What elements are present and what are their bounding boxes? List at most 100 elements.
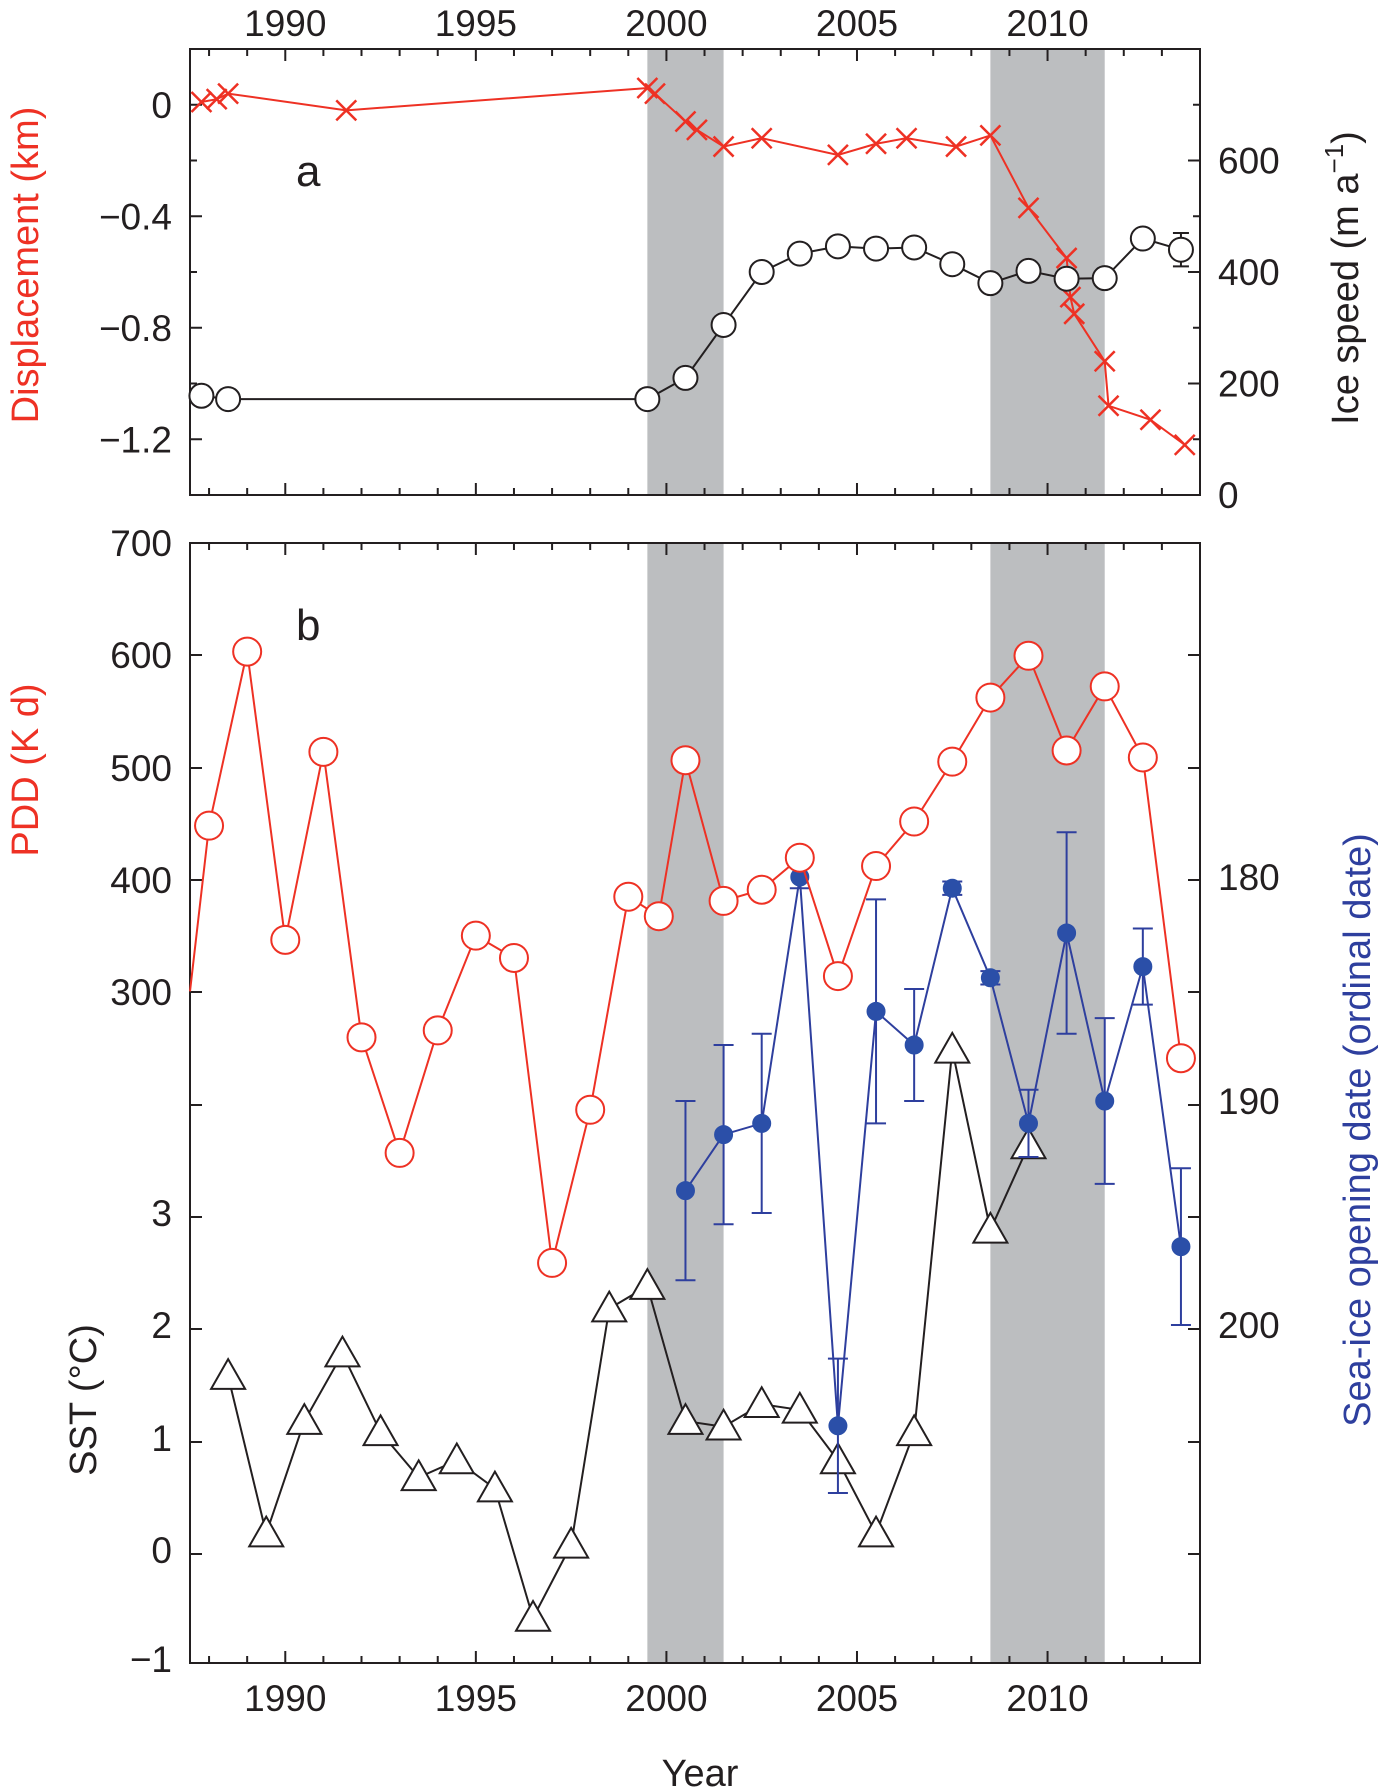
sst-tick-label-0: 3 — [151, 1193, 172, 1234]
pdd-point-6 — [384, 1137, 415, 1168]
displacement-point-18 — [1063, 302, 1086, 325]
panel-a-ticks: 1990 1995 2000 2005 2010 0 −0.4 −0.8 −1.2 0 200 400… — [99, 3, 1280, 516]
panel-a-xtick-label-1990: 1990 — [244, 3, 326, 44]
sst-point-0 — [209, 1357, 247, 1390]
sea-ice-line — [684, 876, 1182, 1426]
panel-a-left-tick-label-1: −0.4 — [99, 196, 172, 237]
sst-tick-label-2: 1 — [151, 1418, 172, 1459]
sst-point-8 — [514, 1598, 552, 1632]
pdd-point-1 — [194, 810, 225, 841]
pdd-point-26 — [1127, 742, 1158, 773]
panel-b-xtick-label-1990: 1990 — [244, 1678, 326, 1719]
pdd-point-15 — [708, 885, 739, 916]
sst-point-14 — [742, 1385, 781, 1418]
displacement-point-14 — [979, 124, 1002, 147]
sea-ice-point-10 — [1057, 923, 1077, 943]
displacement-point-10 — [827, 144, 849, 166]
sst-point-13 — [704, 1407, 743, 1441]
sst-line — [227, 1049, 1030, 1621]
sst-point-6 — [438, 1441, 476, 1475]
sst-point-5 — [399, 1458, 438, 1492]
panel-a-shade-1 — [990, 49, 1105, 495]
sea-ice-point-1 — [714, 1125, 734, 1145]
panel-b-xtick-label-1995: 1995 — [435, 1678, 517, 1719]
panel-b-shade-1 — [990, 543, 1105, 1663]
ice-speed-label-close: ) — [1325, 131, 1367, 144]
pdd-point-20 — [899, 806, 930, 837]
panel-b-letter: b — [296, 601, 320, 650]
displacement-axis-title: Displacement (km) — [5, 107, 47, 424]
displacement-point-12 — [895, 127, 918, 150]
pdd-point-11 — [575, 1094, 606, 1125]
displacement-point-2 — [217, 82, 239, 105]
pdd-tick-label-3: 400 — [110, 860, 172, 901]
sea-ice-axis-title: Sea-ice opening date (ordinal date) — [1337, 833, 1379, 1427]
ice-speed-point-14 — [1091, 265, 1118, 292]
displacement-point-1 — [205, 88, 228, 111]
ice-speed-point-3 — [672, 364, 699, 391]
displacement-point-22 — [1173, 433, 1196, 456]
ice-speed-point-10 — [939, 251, 966, 278]
pdd-point-2 — [232, 636, 263, 667]
pdd-point-4 — [308, 736, 339, 767]
sea-ice-point-4 — [828, 1416, 848, 1436]
sst-tick-label-4: −1 — [130, 1639, 172, 1680]
pdd-axis-title: PDD (K d) — [5, 683, 47, 856]
sst-point-2 — [285, 1402, 324, 1435]
pdd-point-23 — [1013, 640, 1044, 671]
sst-point-1 — [247, 1514, 285, 1548]
pdd-point-21 — [937, 746, 968, 777]
sea-ice-point-13 — [1171, 1237, 1191, 1257]
displacement-point-6 — [674, 110, 697, 133]
pdd-tick-label-2: 500 — [110, 748, 172, 789]
panel-a-xtick-label-2010: 2010 — [1006, 3, 1088, 44]
ice-speed-axis-title: Ice speed (m a−1) — [1319, 131, 1367, 425]
sst-point-10 — [590, 1289, 628, 1323]
panel-a-right-tick-label-2: 400 — [1218, 252, 1280, 293]
displacement-point-13 — [945, 135, 967, 158]
ice-speed-point-13 — [1053, 265, 1080, 292]
panel-a-left-tick-label-3: −1.2 — [99, 419, 172, 460]
panel-a: 1990 1995 2000 2005 2010 0 −0.4 −0.8 −1.2 0 200 400… — [5, 3, 1367, 516]
panel-a-shaded-periods — [647, 49, 1105, 495]
pdd-point-17 — [784, 842, 815, 873]
pdd-point-18 — [822, 961, 853, 992]
ice-speed-point-5 — [748, 259, 775, 285]
pdd-point-12 — [613, 881, 644, 912]
displacement-point-7 — [686, 118, 708, 141]
sea-ice-point-8 — [980, 968, 1000, 988]
sst-axis-title: SST (°C) — [63, 1324, 105, 1476]
ice-speed-point-11 — [977, 270, 1004, 297]
pdd-point-27 — [1165, 1043, 1196, 1074]
ice-speed-point-8 — [863, 235, 890, 262]
year-axis-title: Year — [662, 1753, 739, 1788]
pdd-tick-label-4: 300 — [110, 972, 172, 1013]
displacement-point-5 — [644, 82, 666, 105]
panel-a-xtick-label-2000: 2000 — [625, 3, 707, 44]
panel-b-ticks: 1990 1995 2000 2005 2010 700 600 500 400 300 3 2 1 0 −… — [110, 523, 1279, 1719]
ice-speed-point-6 — [786, 240, 813, 267]
panel-a-left-tick-label-0: 0 — [151, 85, 172, 126]
ice-speed-point-4 — [710, 311, 737, 338]
panel-a-right-tick-label-1: 200 — [1218, 364, 1280, 405]
panel-a-series — [188, 77, 1196, 456]
sea-ice-point-7 — [942, 878, 962, 898]
panel-b-xtick-label-2005: 2005 — [816, 1678, 898, 1719]
panel-b-xtick-label-2000: 2000 — [625, 1678, 707, 1719]
pdd-point-9 — [498, 942, 529, 973]
panel-b-xtick-label-2010: 2010 — [1006, 1678, 1088, 1719]
sea-ice-point-11 — [1095, 1091, 1115, 1111]
pdd-point-5 — [346, 1022, 377, 1053]
sst-point-17 — [857, 1514, 895, 1548]
displacement-point-15 — [1017, 197, 1040, 219]
sst-point-11 — [628, 1267, 667, 1300]
pdd-point-13 — [643, 901, 674, 932]
sea-ice-point-5 — [866, 1001, 886, 1021]
pdd-point-24 — [1051, 735, 1082, 766]
sst-point-20 — [971, 1210, 1010, 1244]
displacement-point-19 — [1093, 350, 1116, 373]
pdd-tick-label-1: 600 — [110, 635, 172, 676]
panel-b-series — [189, 636, 1196, 1632]
ice-speed-label-text: Ice speed (m a — [1325, 173, 1367, 425]
panel-a-xtick-label-1995: 1995 — [435, 3, 517, 44]
